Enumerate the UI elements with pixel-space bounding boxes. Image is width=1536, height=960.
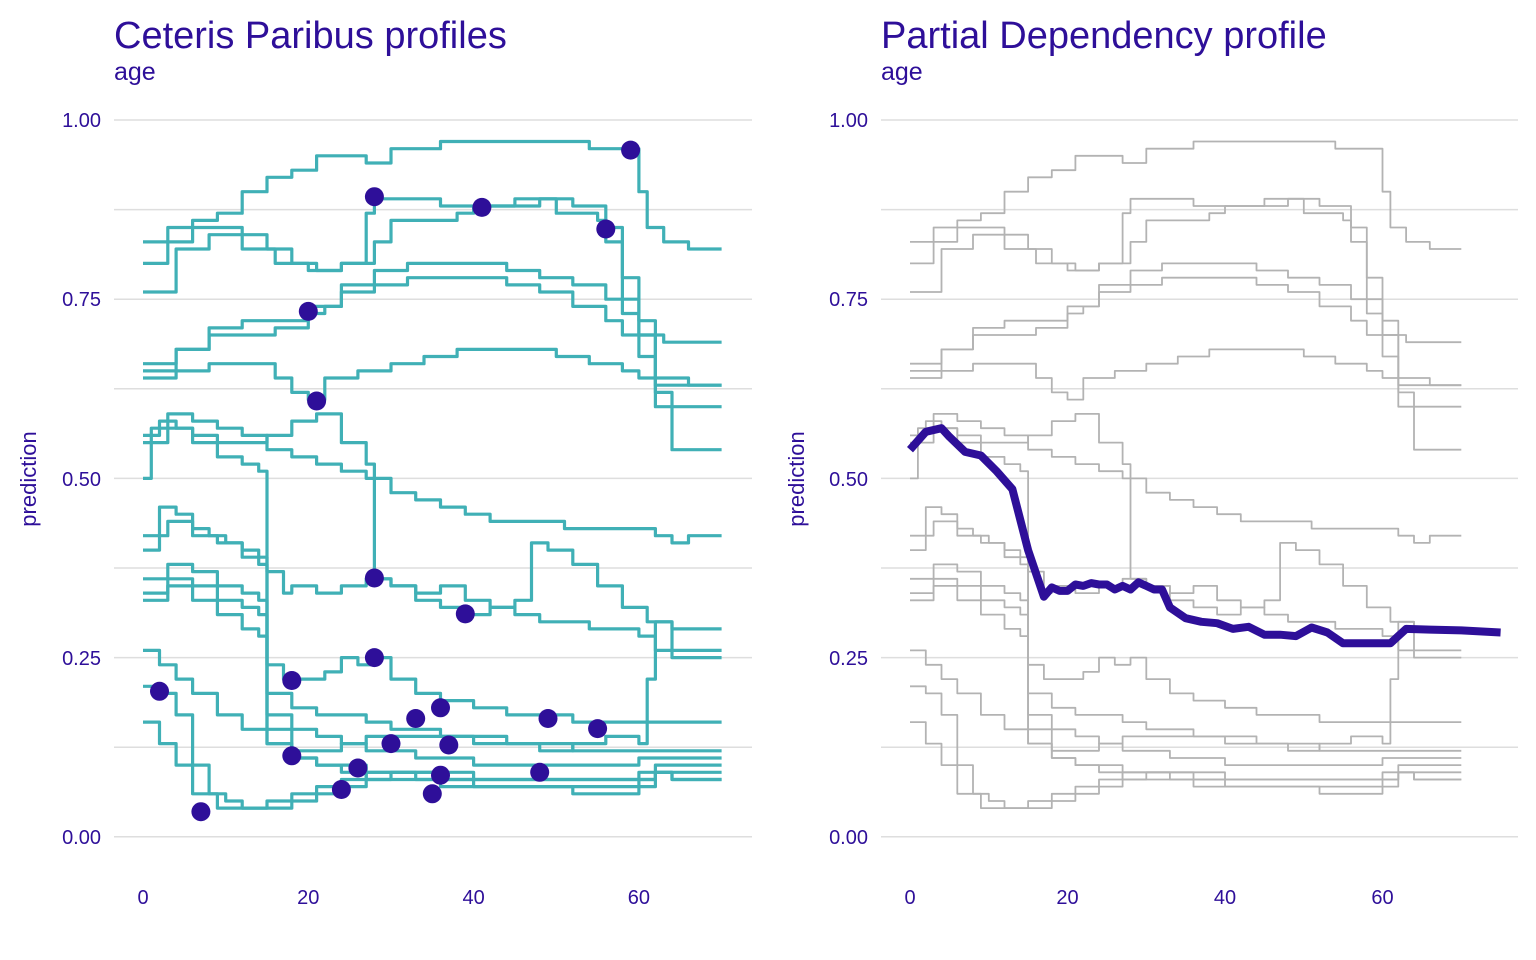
- cp-profile-line: [143, 197, 722, 387]
- observation-point: [364, 648, 384, 668]
- cp-profile-line: [143, 347, 722, 402]
- observation-point: [439, 735, 459, 755]
- background-profile-line: [910, 506, 1462, 723]
- y-tick-label: 0.25: [829, 648, 868, 670]
- x-tick-label: 60: [628, 887, 650, 909]
- cp-profile-line: [143, 276, 722, 409]
- background-profile-line: [910, 413, 1462, 544]
- background-profile-line: [910, 140, 1462, 250]
- y-tick-label: 1.00: [829, 110, 868, 132]
- observation-point: [588, 719, 608, 739]
- background-profile-line: [910, 197, 1462, 387]
- background-profile-line: [910, 649, 1462, 781]
- cp-profile-line: [143, 261, 722, 452]
- x-tick-label: 60: [1371, 887, 1393, 909]
- observation-point: [150, 681, 169, 701]
- y-tick-label: 0.75: [62, 289, 101, 311]
- x-tick-label: 0: [904, 887, 915, 909]
- background-profile-line: [910, 721, 1462, 809]
- observation-point: [422, 784, 442, 804]
- y-tick-labels: 1.00 0.75 0.50 0.25 0.00: [829, 110, 868, 849]
- panel-ceteris-paribus: Ceteris Paribus profiles age prediction …: [16, 15, 752, 909]
- observation-point: [538, 709, 558, 728]
- observation-point: [431, 765, 450, 785]
- y-axis-title: prediction: [784, 431, 809, 526]
- y-gridlines: [114, 119, 752, 838]
- background-profile-line: [910, 276, 1462, 408]
- observation-point: [530, 762, 550, 782]
- cp-profile-line: [143, 648, 722, 782]
- cp-profile-line: [143, 426, 722, 660]
- y-axis-title: prediction: [16, 431, 41, 526]
- panel-subtitle: age: [881, 58, 923, 86]
- x-tick-labels: 0 20 40 60: [904, 887, 1393, 909]
- x-tick-label: 20: [297, 887, 319, 909]
- x-tick-labels: 0 20 40 60: [137, 887, 650, 909]
- observation-point: [348, 758, 368, 778]
- observation-point: [364, 568, 384, 588]
- cp-profile-line: [143, 519, 722, 753]
- y-tick-labels: 1.00 0.75 0.50 0.25 0.00: [62, 110, 101, 849]
- panel-title: Ceteris Paribus profiles: [114, 15, 507, 57]
- cp-profile-line: [143, 412, 722, 631]
- observation-point: [621, 140, 641, 160]
- background-profile-lines: [910, 140, 1462, 809]
- cp-observation-points: [150, 140, 641, 822]
- y-tick-label: 0.25: [62, 648, 101, 670]
- background-profile-line: [910, 585, 1462, 781]
- y-tick-label: 1.00: [62, 110, 101, 132]
- observation-point: [381, 734, 401, 754]
- pd-profile-line: [907, 424, 1501, 648]
- y-tick-label: 0.00: [62, 827, 101, 849]
- background-profile-line: [910, 685, 1462, 809]
- observation-point: [596, 219, 616, 239]
- observation-point: [331, 780, 351, 799]
- observation-point: [431, 698, 450, 718]
- observation-point: [364, 187, 384, 207]
- observation-point: [298, 301, 318, 321]
- x-tick-label: 0: [137, 887, 148, 909]
- x-tick-label: 20: [1056, 887, 1078, 909]
- observation-point: [307, 391, 327, 411]
- background-profile-line: [910, 348, 1462, 401]
- observation-point: [406, 709, 426, 728]
- observation-point: [191, 802, 211, 822]
- observation-point: [455, 604, 475, 624]
- panel-title: Partial Dependency profile: [881, 15, 1327, 57]
- pd-profile-line: [907, 424, 1501, 648]
- cp-profile-line: [143, 139, 722, 251]
- y-gridlines: [881, 119, 1518, 838]
- observation-point: [282, 671, 302, 690]
- observation-point: [472, 197, 492, 217]
- panel-partial-dependency: Partial Dependency profile age predictio…: [784, 15, 1518, 909]
- x-tick-label: 40: [1214, 887, 1236, 909]
- y-tick-label: 0.00: [829, 827, 868, 849]
- y-tick-label: 0.50: [829, 469, 868, 491]
- x-tick-label: 40: [462, 887, 484, 909]
- background-profile-line: [910, 197, 1462, 344]
- cp-profile-lines: [143, 139, 722, 810]
- panel-subtitle: age: [114, 58, 156, 86]
- y-tick-label: 0.50: [62, 469, 101, 491]
- background-profile-line: [910, 262, 1462, 451]
- background-profile-line: [910, 413, 1462, 630]
- cp-profile-line: [143, 412, 722, 545]
- observation-point: [282, 746, 302, 766]
- background-profile-line: [910, 520, 1462, 752]
- cp-profile-line: [143, 720, 722, 810]
- y-tick-label: 0.75: [829, 289, 868, 311]
- cp-profile-line: [143, 684, 722, 810]
